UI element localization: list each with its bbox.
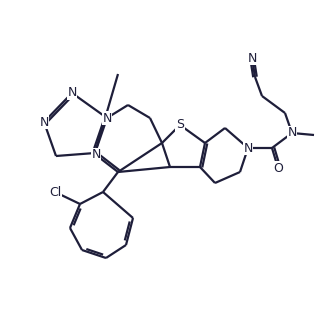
Text: N: N xyxy=(39,115,49,128)
Text: N: N xyxy=(91,148,101,161)
Text: N: N xyxy=(243,141,253,154)
Text: N: N xyxy=(67,87,77,100)
Text: Cl: Cl xyxy=(49,185,61,198)
Text: N: N xyxy=(102,112,112,125)
Text: N: N xyxy=(247,51,257,64)
Text: N: N xyxy=(287,126,297,139)
Text: S: S xyxy=(176,119,184,132)
Text: O: O xyxy=(273,161,283,174)
